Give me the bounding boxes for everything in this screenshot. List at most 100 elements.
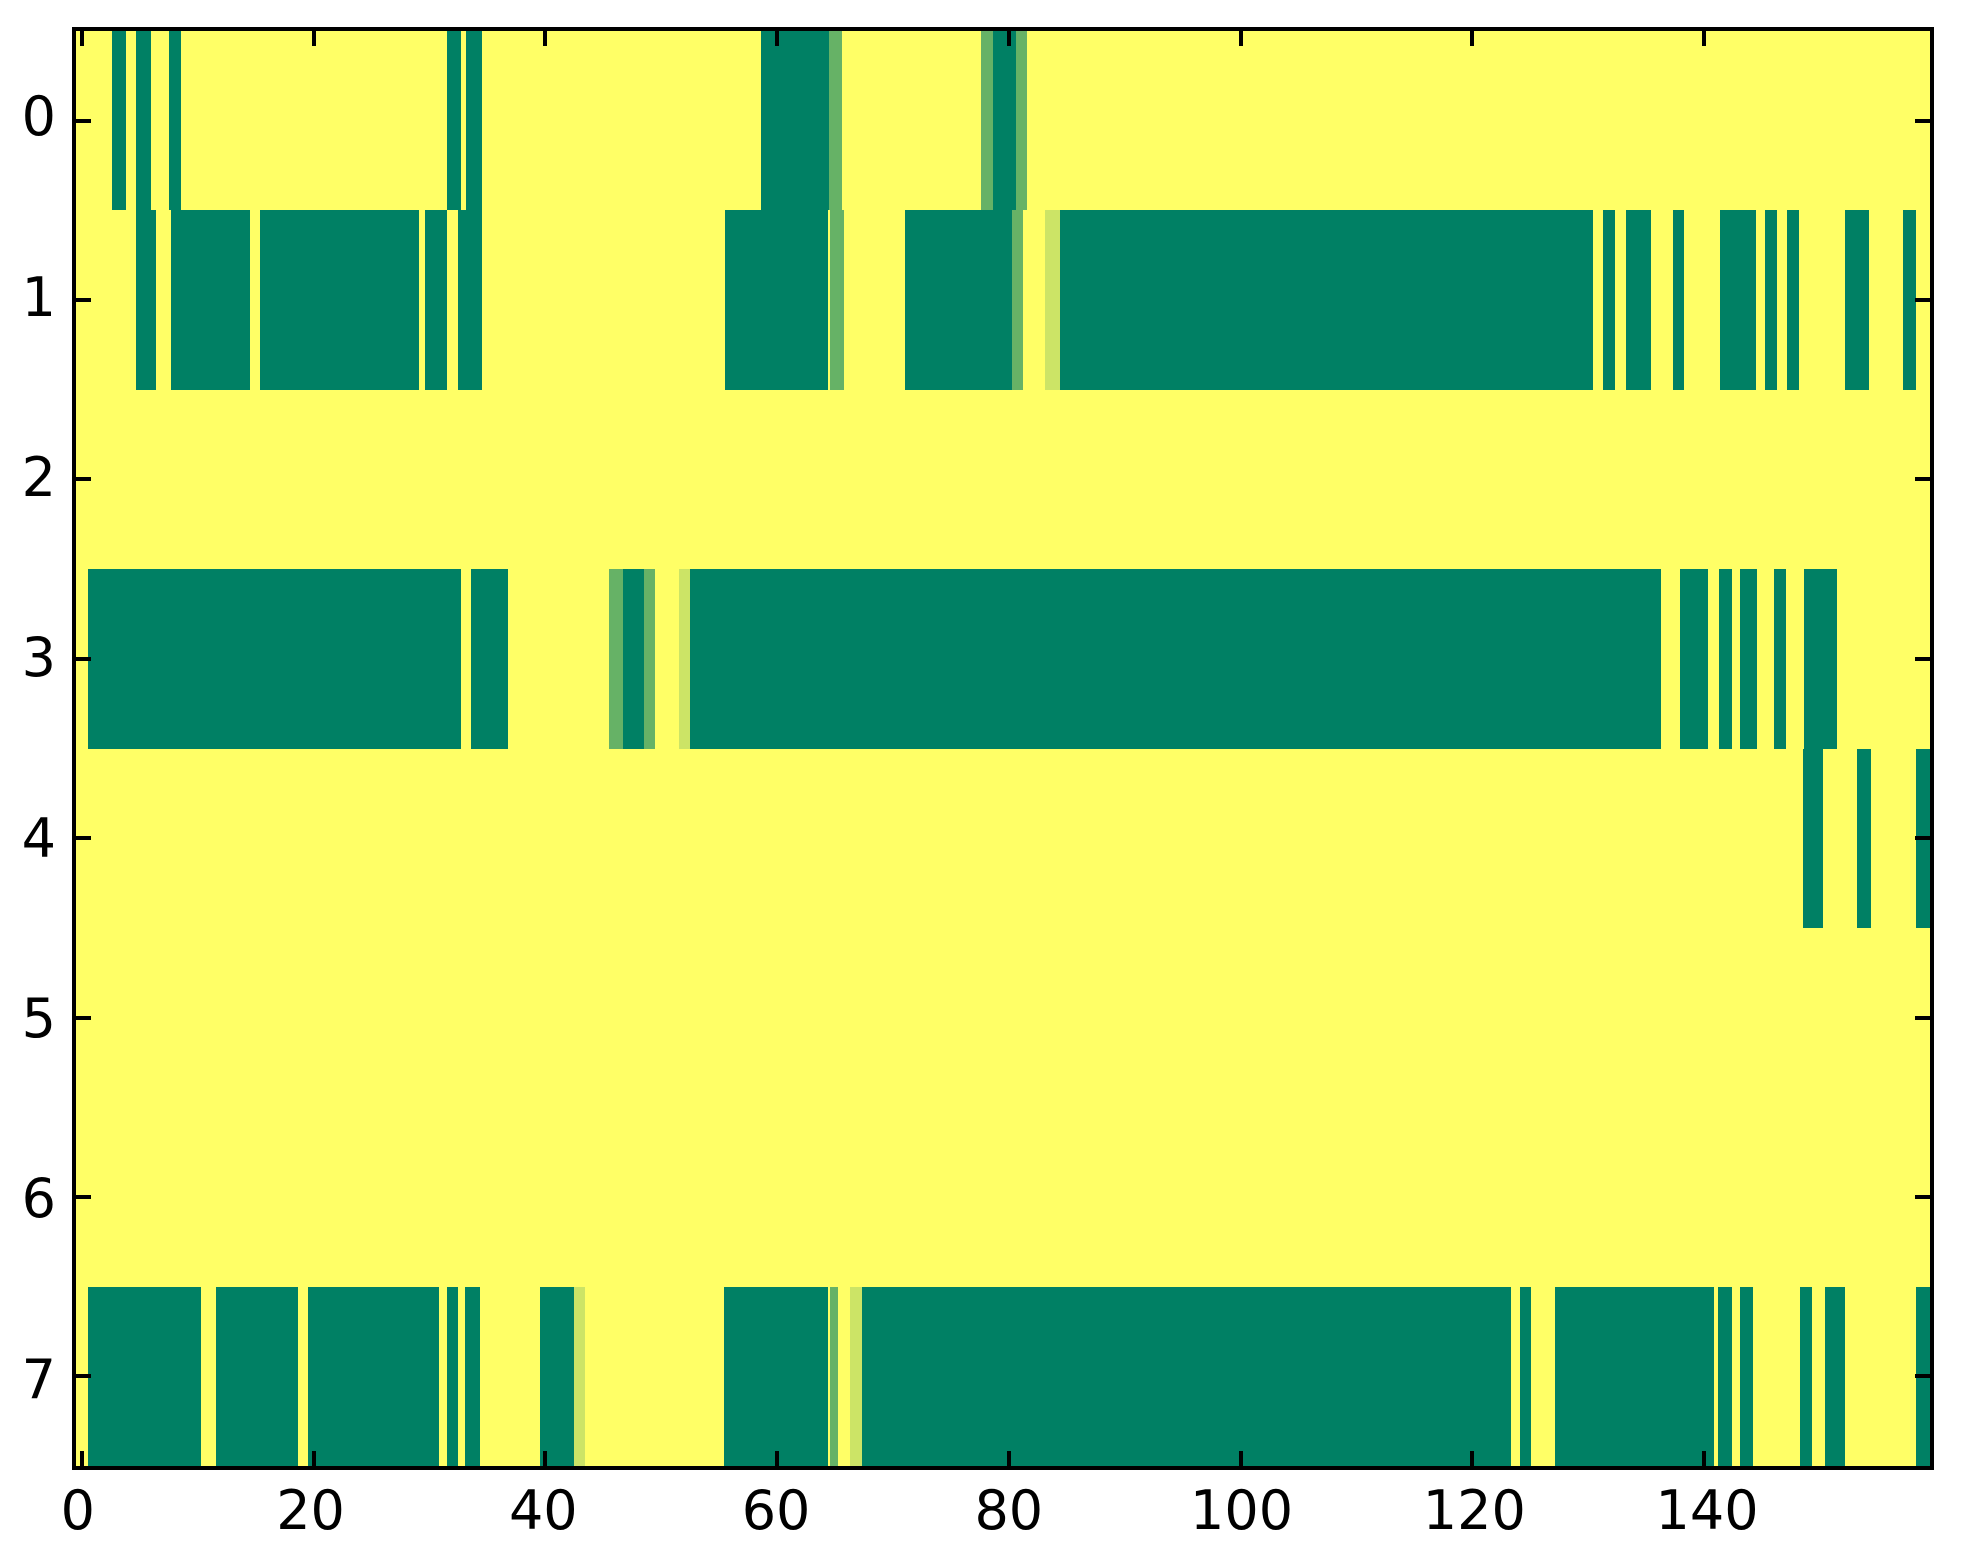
y-axis-tick bbox=[76, 1194, 91, 1199]
x-axis-tick bbox=[775, 31, 780, 46]
heatmap-segment bbox=[1059, 210, 1593, 390]
heatmap-row-5 bbox=[76, 928, 1930, 1107]
heatmap-segment bbox=[307, 1286, 439, 1466]
x-tick-label: 120 bbox=[1422, 1479, 1526, 1542]
heatmap-segment bbox=[690, 569, 1662, 749]
x-tick-label: 20 bbox=[276, 1479, 345, 1542]
x-axis-tick bbox=[1470, 31, 1475, 46]
y-axis-tick bbox=[1915, 298, 1930, 303]
heatmap-segment bbox=[111, 31, 126, 211]
heatmap-segment bbox=[1044, 210, 1060, 390]
heatmap-segment bbox=[466, 31, 482, 211]
x-axis-tick bbox=[543, 1451, 548, 1466]
y-axis-tick bbox=[76, 298, 91, 303]
heatmap-segment bbox=[1803, 569, 1838, 749]
heatmap-segment bbox=[1012, 210, 1023, 390]
x-axis-tick bbox=[1238, 1451, 1243, 1466]
heatmap-segment bbox=[1765, 210, 1778, 390]
x-axis-tick bbox=[1238, 31, 1243, 46]
heatmap-segment bbox=[643, 569, 656, 749]
x-tick-label: 140 bbox=[1655, 1479, 1759, 1542]
heatmap-segment bbox=[1773, 569, 1787, 749]
heatmap-segment bbox=[458, 210, 482, 390]
y-axis-tick bbox=[76, 656, 91, 661]
heatmap-segment bbox=[1672, 210, 1685, 390]
x-tick-label: 80 bbox=[974, 1479, 1044, 1542]
heatmap-segment bbox=[1679, 569, 1708, 749]
heatmap-segment bbox=[1554, 1286, 1715, 1466]
heatmap-segment bbox=[1717, 1286, 1732, 1466]
heatmap-row-0 bbox=[76, 31, 1930, 211]
heatmap-row-2 bbox=[76, 390, 1930, 569]
heatmap-segment bbox=[1903, 210, 1917, 390]
y-tick-label: 5 bbox=[21, 987, 56, 1051]
heatmap-segment bbox=[678, 569, 691, 749]
heatmap-segment bbox=[1603, 210, 1615, 390]
x-axis-tick bbox=[79, 1451, 84, 1466]
heatmap-segment bbox=[465, 1286, 481, 1466]
heatmap-segment bbox=[1824, 1286, 1846, 1466]
x-tick-label: 0 bbox=[60, 1479, 95, 1542]
heatmap-row-3 bbox=[76, 569, 1930, 749]
heatmap-segment bbox=[904, 210, 1013, 390]
heatmap-segment bbox=[1800, 1286, 1812, 1466]
heatmap-segment bbox=[87, 569, 461, 749]
y-axis-tick bbox=[1915, 1015, 1930, 1020]
heatmap-segment bbox=[1015, 31, 1028, 211]
heatmap-segment bbox=[171, 210, 250, 390]
x-tick-label: 40 bbox=[508, 1479, 578, 1542]
heatmap-segment bbox=[1845, 210, 1869, 390]
heatmap-segment bbox=[1739, 1286, 1753, 1466]
heatmap-segment bbox=[1626, 210, 1651, 390]
heatmap-segment bbox=[1856, 748, 1871, 928]
heatmap-segment bbox=[850, 1286, 862, 1466]
y-axis-tick bbox=[1915, 1374, 1930, 1379]
y-tick-label: 3 bbox=[21, 626, 56, 690]
heatmap-segment bbox=[1739, 569, 1758, 749]
y-tick-label: 2 bbox=[21, 445, 56, 509]
heatmap-segment bbox=[760, 31, 830, 211]
heatmap-row-1 bbox=[76, 210, 1930, 390]
heatmap-segment bbox=[446, 1286, 459, 1466]
heatmap-row-6 bbox=[76, 1107, 1930, 1286]
heatmap-segment bbox=[168, 31, 182, 211]
heatmap-segment bbox=[861, 1286, 1511, 1466]
heatmap-segment bbox=[471, 569, 509, 749]
x-axis-tick bbox=[1702, 31, 1707, 46]
x-axis-tick bbox=[1702, 1451, 1707, 1466]
heatmap-row-4 bbox=[76, 748, 1930, 928]
heatmap-segment bbox=[830, 1286, 839, 1466]
x-axis-tick bbox=[1006, 1451, 1011, 1466]
y-axis-tick bbox=[1915, 1194, 1930, 1199]
heatmap-segment bbox=[980, 31, 993, 211]
x-axis-tick bbox=[79, 31, 84, 46]
y-axis-tick bbox=[76, 477, 91, 482]
x-axis-tick bbox=[1470, 1451, 1475, 1466]
x-axis-tick bbox=[311, 1451, 316, 1466]
x-axis-tick bbox=[543, 31, 548, 46]
heatmap-segment bbox=[260, 210, 419, 390]
heatmap-segment bbox=[1720, 210, 1757, 390]
x-tick-label: 60 bbox=[741, 1479, 811, 1542]
x-tick-label: 100 bbox=[1190, 1479, 1294, 1542]
heatmap-segment bbox=[539, 1286, 575, 1466]
heatmap-segment bbox=[87, 1286, 202, 1466]
heatmap-segment bbox=[136, 31, 152, 211]
heatmap-segment bbox=[216, 1286, 299, 1466]
y-tick-label: 4 bbox=[21, 806, 56, 870]
y-tick-label: 7 bbox=[21, 1347, 56, 1411]
y-axis-tick bbox=[1915, 656, 1930, 661]
y-axis-tick bbox=[76, 118, 91, 123]
heatmap-segment bbox=[829, 31, 842, 211]
y-axis-tick bbox=[1915, 477, 1930, 482]
y-axis-tick bbox=[76, 1374, 91, 1379]
heatmap-row-7 bbox=[76, 1286, 1930, 1466]
heatmap-segment bbox=[724, 210, 829, 390]
y-axis-tick bbox=[76, 836, 91, 841]
heatmap-segment bbox=[424, 210, 447, 390]
heatmap-segment bbox=[574, 1286, 585, 1466]
heatmap-segment bbox=[1519, 1286, 1532, 1466]
heatmap-segment bbox=[136, 210, 156, 390]
y-tick-label: 0 bbox=[21, 85, 56, 149]
y-axis-tick bbox=[1915, 118, 1930, 123]
